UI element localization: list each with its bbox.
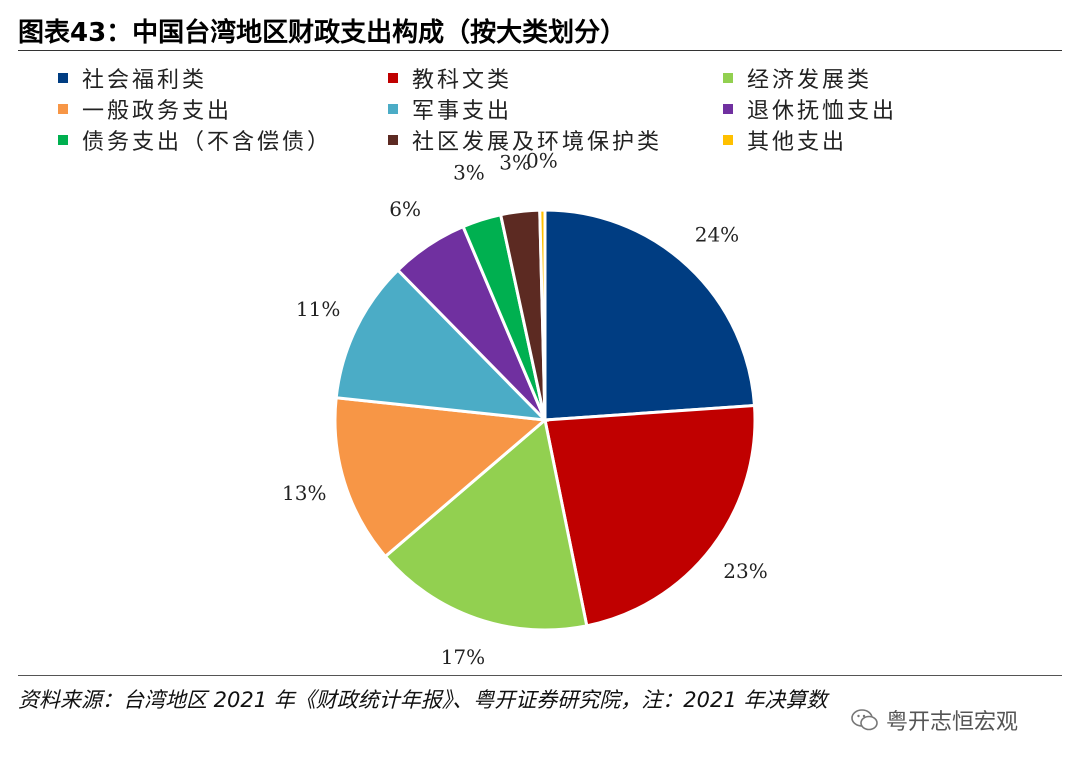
legend-item: 社区发展及环境保护类	[388, 124, 662, 156]
legend-label: 社区发展及环境保护类	[412, 130, 663, 155]
legend-label: 债务支出（不含偿债）	[82, 130, 333, 155]
legend-swatch	[723, 135, 733, 145]
data-label: 24%	[695, 222, 739, 246]
legend-label: 其他支出	[747, 130, 848, 155]
legend-item: 一般政务支出	[58, 93, 232, 125]
legend-item: 社会福利类	[58, 62, 207, 94]
pie-slice	[538, 208, 547, 421]
wechat-icon	[851, 709, 878, 731]
source-divider	[18, 675, 1062, 676]
data-label: 13%	[282, 481, 326, 505]
legend-swatch	[723, 73, 733, 83]
legend-swatch	[58, 73, 68, 83]
data-label: 6%	[389, 197, 421, 221]
watermark-text: 粤开志恒宏观	[886, 710, 1019, 735]
legend-swatch	[58, 104, 68, 114]
legend-label: 一般政务支出	[82, 99, 233, 124]
pie-slice	[333, 396, 549, 559]
data-label: 3%	[453, 160, 485, 184]
pie-slice	[543, 403, 757, 628]
data-label: 11%	[296, 297, 340, 321]
source-note: 资料来源：台湾地区 2021 年《财政统计年报》、粤开证券研究院，注：2021 …	[18, 688, 828, 712]
legend-item: 其他支出	[723, 124, 847, 156]
pie-slice	[543, 208, 757, 422]
legend-item: 军事支出	[388, 93, 512, 125]
data-label: 0%	[526, 149, 558, 173]
legend-item: 教科文类	[388, 62, 512, 94]
title-divider	[18, 50, 1062, 51]
legend-label: 教科文类	[412, 68, 513, 93]
watermark: 粤开志恒宏观	[850, 704, 1018, 736]
legend-label: 军事支出	[412, 99, 513, 124]
pie-slice	[334, 267, 550, 422]
legend-swatch	[388, 135, 398, 145]
legend-swatch	[723, 104, 733, 114]
data-label: 17%	[441, 645, 485, 669]
legend-item: 退休抚恤支出	[723, 93, 897, 125]
data-label: 3%	[499, 150, 531, 174]
legend-label: 退休抚恤支出	[747, 99, 898, 124]
legend-item: 债务支出（不含偿债）	[58, 124, 332, 156]
legend-swatch	[58, 135, 68, 145]
pie-slice	[383, 417, 589, 632]
legend-item: 经济发展类	[723, 62, 872, 94]
data-label: 23%	[723, 559, 767, 583]
chart-title: 图表43：中国台湾地区财政支出构成（按大类划分）	[18, 18, 627, 48]
legend-label: 经济发展类	[747, 68, 873, 93]
legend-swatch	[388, 104, 398, 114]
legend-swatch	[388, 73, 398, 83]
legend-label: 社会福利类	[82, 68, 208, 93]
